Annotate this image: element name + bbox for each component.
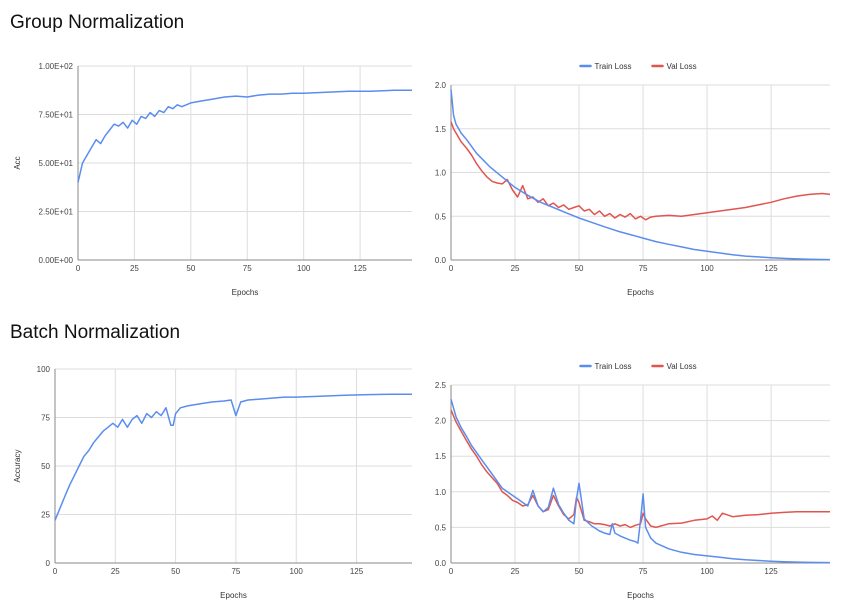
y-tick-label: 0.5 [435,212,447,221]
x-tick-label: 0 [449,264,454,273]
series-line-accuracy [77,89,412,183]
batch-norm-loss-chart: 0 25 50 75 100 125 0.0 0.5 1.0 1.5 2.0 2.5 Epochs Tra… [435,362,831,600]
y-axis-label: Accuracy [13,450,22,483]
x-tick-label: 0 [76,264,81,273]
x-tick-label: 100 [700,264,714,273]
series-line-val-loss [450,121,831,221]
legend-item-val-loss[interactable]: Val Loss [651,62,697,71]
y-tick-label: 1.5 [435,452,447,461]
y-tick-label: 0.0 [435,256,447,265]
batch-norm-accuracy-chart: 0 25 50 75 100 125 0 25 50 75 100 Epochs Accuracy [13,365,412,600]
y-tick-label: 50 [41,462,50,471]
legend-label: Train Loss [595,62,632,71]
y-tick-label: 0.5 [435,523,447,532]
y-tick-label: 7.50E+01 [39,111,74,120]
legend-item-val-loss[interactable]: Val Loss [651,362,697,371]
y-tick-label: 2.50E+01 [39,208,74,217]
x-axis-label: Epochs [232,288,259,297]
x-tick-label: 125 [353,264,367,273]
y-axis-label: Acc [13,156,22,169]
x-tick-label: 75 [231,567,240,576]
x-tick-label: 125 [764,567,778,576]
y-tick-label: 2.0 [435,81,447,90]
y-tick-label: 0.0 [435,559,447,568]
x-tick-label: 0 [449,567,454,576]
x-tick-label: 25 [511,567,520,576]
x-tick-label: 125 [350,567,364,576]
x-tick-label: 75 [639,567,648,576]
y-tick-label: 2.5 [435,381,447,390]
y-tick-label: 2.0 [435,417,447,426]
x-tick-label: 50 [575,264,584,273]
y-tick-label: 1.00E+02 [39,62,74,71]
group-norm-accuracy-chart: 0 25 50 75 100 125 0.00E+00 2.50E+01 5.00E+01 7.5… [13,62,412,297]
x-tick-label: 25 [130,264,139,273]
series-line-val-loss [450,409,830,529]
y-tick-label: 1.5 [435,125,447,134]
x-tick-label: 100 [297,264,311,273]
x-tick-label: 50 [186,264,195,273]
x-tick-label: 0 [53,567,58,576]
legend-item-train-loss[interactable]: Train Loss [579,362,632,371]
x-axis-label: Epochs [627,288,654,297]
x-tick-label: 25 [111,567,120,576]
x-tick-label: 75 [243,264,252,273]
x-tick-label: 50 [171,567,180,576]
x-tick-label: 75 [639,264,648,273]
y-tick-label: 1.0 [435,488,447,497]
y-tick-label: 75 [41,414,50,423]
legend-label: Val Loss [667,62,697,71]
y-tick-label: 1.0 [435,169,447,178]
legend-label: Val Loss [667,362,697,371]
x-axis-label: Epochs [627,591,654,600]
y-tick-label: 0.00E+00 [39,256,74,265]
section-title-batch-norm: Batch Normalization [10,322,181,343]
x-tick-label: 100 [290,567,304,576]
series-line-train-loss [450,398,831,564]
y-tick-label: 25 [41,511,50,520]
x-tick-label: 25 [511,264,520,273]
series-line-train-loss [450,89,831,261]
y-tick-label: 100 [37,365,51,374]
x-tick-label: 50 [575,567,584,576]
group-norm-loss-chart: 0 25 50 75 100 125 0.0 0.5 1.0 1.5 2.0 Epochs Train … [435,62,831,297]
x-axis-label: Epochs [220,591,247,600]
x-tick-label: 125 [764,264,778,273]
x-tick-label: 100 [700,567,714,576]
legend-label: Train Loss [595,362,632,371]
legend-item-train-loss[interactable]: Train Loss [579,62,632,71]
series-line-accuracy [54,393,412,521]
section-title-group-norm: Group Normalization [10,12,185,33]
y-tick-label: 0 [46,559,51,568]
y-tick-label: 5.00E+01 [39,159,74,168]
